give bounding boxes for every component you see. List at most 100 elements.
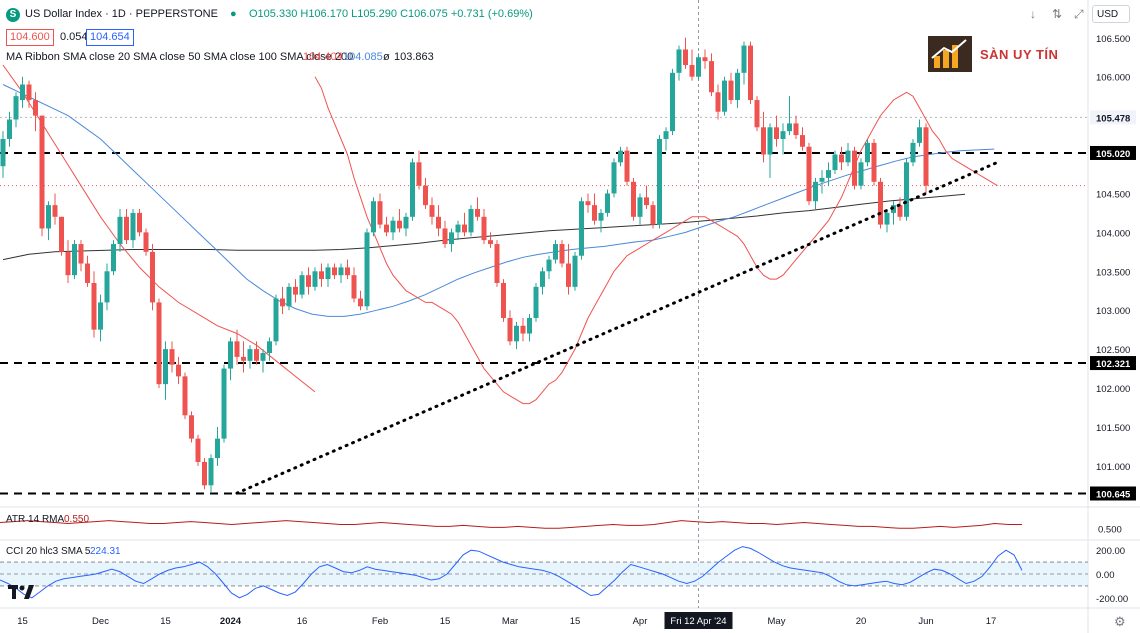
- x-tick-label: 2024: [220, 616, 242, 627]
- cci-band: [0, 562, 1088, 586]
- crosshair-date-bg: [664, 612, 733, 629]
- candle-body: [59, 216, 64, 252]
- arrow-down-icon[interactable]: ↓: [1030, 7, 1036, 21]
- candle-body: [806, 146, 812, 202]
- axes: 106.500106.000105.500105.000104.500104.0…: [17, 34, 1136, 629]
- candle-body: [104, 271, 110, 303]
- candle-body: [488, 240, 493, 245]
- x-tick-label: Feb: [372, 616, 388, 627]
- candle-body: [345, 267, 350, 276]
- candle-body: [299, 275, 305, 295]
- candle-body: [637, 197, 643, 217]
- candle-body: [0, 138, 6, 167]
- candle-body: [371, 201, 376, 233]
- candle-body: [475, 209, 480, 217]
- candle-body: [410, 162, 415, 217]
- candle-body: [130, 212, 136, 241]
- candle-body: [702, 57, 708, 62]
- candle-body: [819, 177, 825, 182]
- x-tick-label: 15: [160, 616, 171, 627]
- y-tick-label: 106.500: [1096, 34, 1130, 45]
- candle-body: [501, 282, 506, 318]
- level-price-tag-bg: [1090, 145, 1136, 160]
- candle-body: [865, 142, 870, 163]
- ribbon-value-1: 104.404: [303, 51, 343, 63]
- candle-body: [858, 162, 864, 186]
- candle-body: [273, 298, 279, 342]
- candle-body: [403, 216, 409, 229]
- candle-body: [455, 224, 461, 233]
- cci-title: CCI 20 hlc3 SMA 5: [6, 546, 91, 557]
- candle-body: [585, 201, 591, 206]
- candle-body: [228, 341, 233, 369]
- candle-body: [728, 80, 734, 101]
- candle-body: [676, 49, 682, 73]
- candle-body: [689, 65, 695, 77]
- market-status-dot: ●: [230, 8, 237, 20]
- candle-body: [748, 45, 753, 101]
- candle-body: [111, 244, 116, 272]
- candle-body: [416, 162, 422, 186]
- ribbon-value-3: 103.863: [394, 51, 434, 63]
- ask-price[interactable]: 104.654: [86, 29, 134, 46]
- candle-body: [663, 131, 669, 139]
- y-tick-label: 102.500: [1096, 345, 1130, 356]
- y-tick-label: 104.500: [1096, 189, 1130, 200]
- symbol-icon[interactable]: S: [6, 8, 20, 22]
- candle-body: [878, 181, 883, 225]
- candle-body: [852, 150, 857, 186]
- candle-body: [33, 100, 38, 116]
- cci-line: [0, 546, 1023, 599]
- ribbon-symbol: ø: [383, 51, 390, 63]
- y-tick-label: 103.000: [1096, 306, 1130, 317]
- candle-body: [774, 127, 779, 139]
- candle-body: [423, 185, 428, 206]
- chart-title[interactable]: US Dollar Index · 1D · PEPPERSTONE: [25, 8, 218, 20]
- candle-body: [923, 127, 929, 186]
- candle-body: [683, 49, 688, 66]
- indicators: ATR 14 RMA 0.550 CCI 20 hlc3 SMA 5 224.31: [0, 514, 1088, 599]
- candle-body: [884, 212, 890, 225]
- currency-select[interactable]: USD: [1092, 5, 1130, 23]
- candle-body: [618, 150, 623, 163]
- expand-icon[interactable]: ⤢: [1074, 7, 1084, 21]
- candle-body: [611, 162, 617, 194]
- candle-body: [85, 263, 90, 283]
- atr-title: ATR 14 RMA: [6, 514, 64, 525]
- cci-y-tick: 200.00: [1096, 546, 1125, 557]
- candle-body: [208, 458, 214, 486]
- candle-body: [390, 220, 396, 233]
- candle-body: [462, 224, 467, 233]
- crosshair-price-tag-bg: [1090, 110, 1136, 125]
- atr-line: [0, 520, 1022, 529]
- candle-body: [592, 205, 597, 221]
- x-tick-label: Apr: [633, 616, 648, 627]
- candle-body: [364, 232, 370, 307]
- candle-body: [579, 201, 584, 256]
- candle-body: [449, 232, 454, 245]
- level-price-tag-bg: [1090, 356, 1136, 371]
- gear-icon[interactable]: ⚙: [1114, 614, 1126, 629]
- candle-body: [904, 162, 909, 217]
- candle-body: [26, 84, 32, 101]
- candle-body: [494, 244, 500, 283]
- candle-body: [124, 216, 129, 241]
- tradingview-logo[interactable]: [8, 585, 34, 604]
- candle-body: [553, 244, 558, 260]
- x-tick-label: Dec: [92, 616, 109, 627]
- atr-y-tick: 0.500: [1098, 524, 1122, 535]
- y-tick-label: 104.000: [1096, 228, 1130, 239]
- candle-body: [917, 127, 922, 143]
- candle-body: [319, 271, 324, 280]
- candle-body: [254, 349, 259, 361]
- arrows-vertical-icon[interactable]: ⇅: [1052, 7, 1063, 21]
- candle-body: [735, 72, 740, 101]
- tradingview-logo-icon: [8, 585, 34, 599]
- candle-body: [598, 212, 604, 221]
- bid-price[interactable]: 104.600: [6, 29, 54, 46]
- level-price-tag: 100.645: [1096, 489, 1131, 500]
- moving-averages: [2, 64, 998, 405]
- candle-body: [221, 368, 227, 439]
- ribbon-label[interactable]: MA Ribbon SMA close 20 SMA close 50 SMA …: [6, 51, 354, 63]
